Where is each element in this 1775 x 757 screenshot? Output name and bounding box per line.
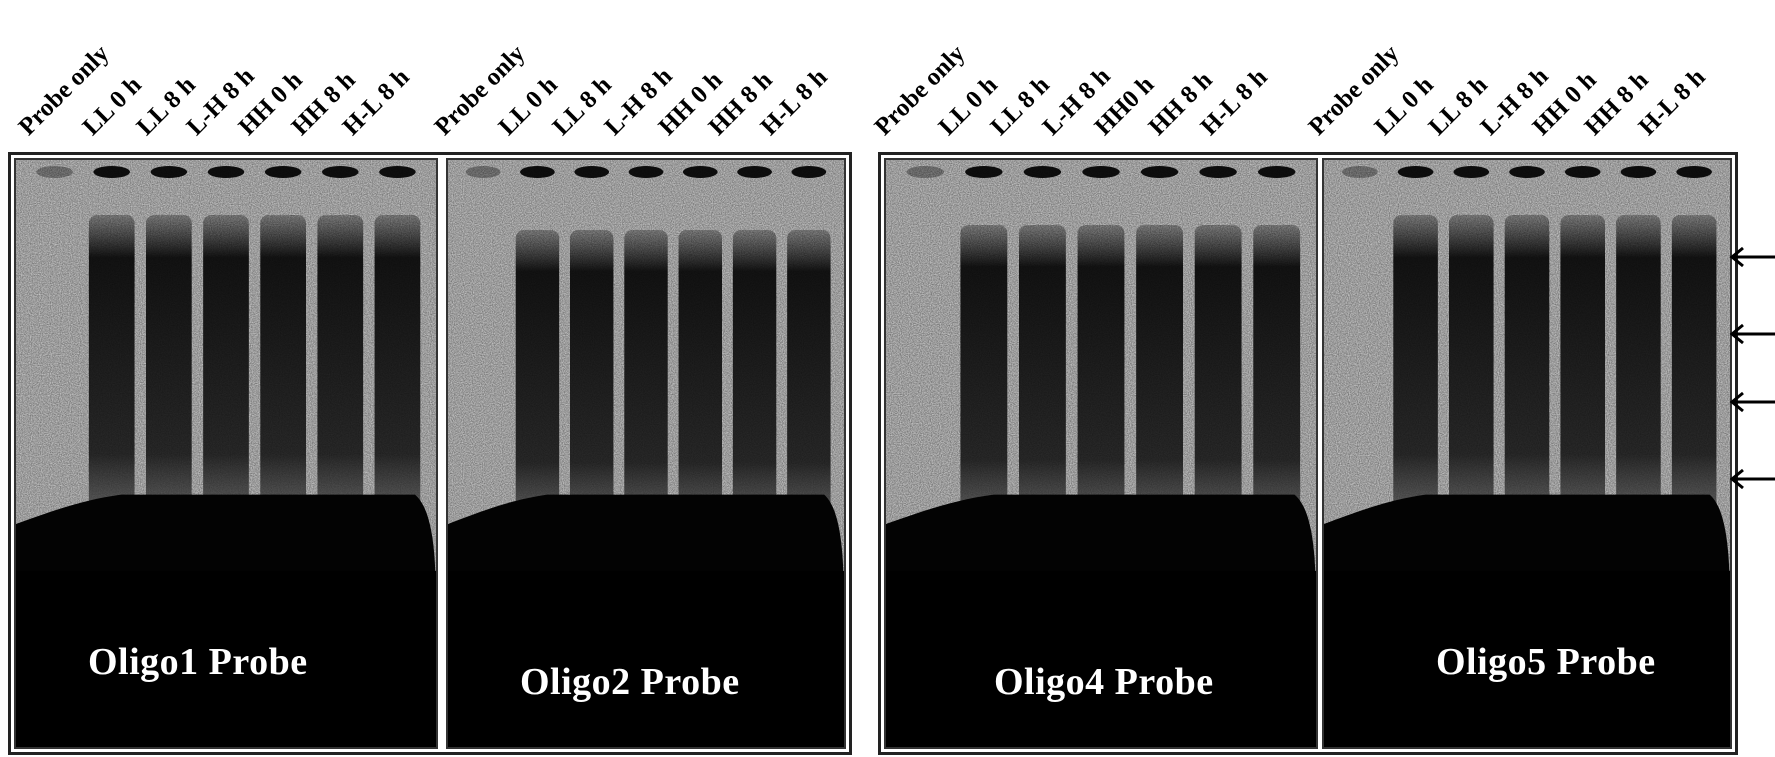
- well-band: [1509, 166, 1545, 178]
- well-band: [520, 166, 555, 178]
- well-band: [1257, 166, 1296, 178]
- well-band: [1397, 166, 1434, 178]
- well-band: [574, 166, 610, 178]
- panel-title: Oligo1 Probe: [88, 641, 308, 683]
- well-band: [1620, 166, 1657, 178]
- lane-label: H-L 8 h: [1633, 63, 1711, 141]
- well-band: [1082, 166, 1120, 178]
- panel-title: Oligo2 Probe: [520, 661, 740, 703]
- gel-image: [1324, 160, 1730, 747]
- well-band: [1342, 166, 1378, 178]
- left-arrow-icon: [1729, 323, 1775, 345]
- lane-label: LL 8 h: [985, 71, 1055, 141]
- gel-panel-oligo1: Oligo1 Probe: [14, 158, 438, 749]
- left-arrow-icon: [1729, 391, 1775, 413]
- gel-panel-oligo5: Oligo5 Probe: [1322, 158, 1732, 749]
- lane-label: LL 8 h: [1423, 71, 1493, 141]
- panel-title: Oligo4 Probe: [994, 661, 1214, 703]
- well-band: [628, 166, 664, 178]
- well-band: [322, 166, 359, 178]
- gel-panel-oligo4: Oligo4 Probe: [884, 158, 1318, 749]
- left-arrow-icon: [1729, 246, 1775, 268]
- well-band: [207, 166, 245, 178]
- well-band: [1023, 166, 1062, 178]
- gel-image: [448, 160, 844, 747]
- well-band: [264, 166, 302, 178]
- well-band: [1676, 166, 1712, 178]
- well-band: [379, 166, 416, 178]
- well-band: [682, 166, 718, 178]
- gel-panel-oligo2: Oligo2 Probe: [446, 158, 846, 749]
- gel-image: [886, 160, 1316, 747]
- well-band: [1453, 166, 1490, 178]
- well-band: [737, 166, 772, 178]
- panel-title: Oligo5 Probe: [1436, 641, 1656, 683]
- well-band: [791, 166, 827, 178]
- well-band: [1140, 166, 1179, 178]
- well-band: [1564, 166, 1601, 178]
- well-band: [1199, 166, 1237, 178]
- well-band: [906, 166, 945, 178]
- left-arrow-icon: [1729, 468, 1775, 490]
- well-band: [93, 166, 130, 178]
- lane-label: LL 8 h: [547, 71, 617, 141]
- well-band: [150, 166, 188, 178]
- well-band: [465, 166, 501, 178]
- well-band: [36, 166, 73, 178]
- well-band: [965, 166, 1003, 178]
- gel-image: [16, 160, 436, 747]
